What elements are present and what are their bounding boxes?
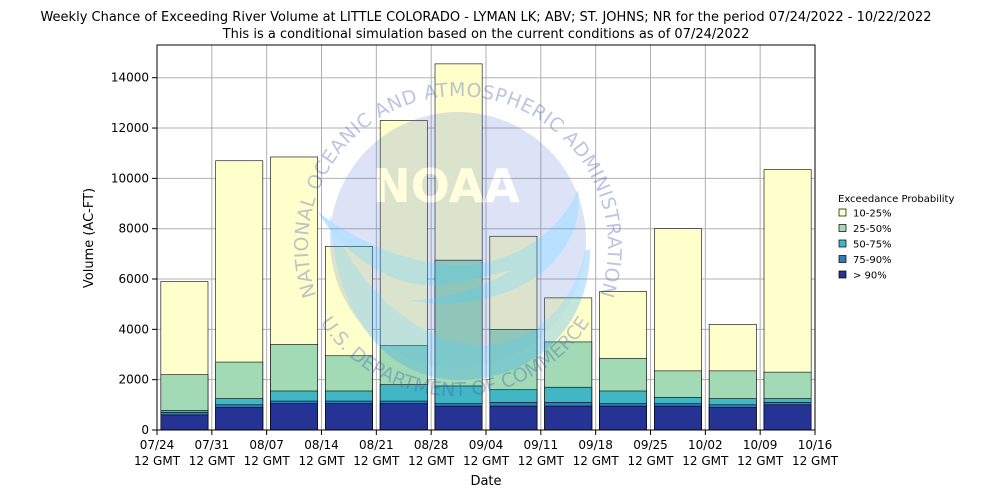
x-tick-label-date: 10/16 <box>798 438 833 452</box>
x-tick-label-date: 10/09 <box>743 438 778 452</box>
x-tick-label-date: 09/25 <box>633 438 668 452</box>
legend-label: 50-75% <box>853 240 892 251</box>
bar-90 <box>270 403 318 431</box>
x-tick-label-date: 08/21 <box>359 438 394 452</box>
x-tick-label-date: 08/28 <box>414 438 449 452</box>
legend-label: 75-90% <box>853 255 892 266</box>
legend-swatch <box>838 239 847 248</box>
x-tick-label-date: 09/11 <box>524 438 559 452</box>
bar-90 <box>379 403 428 431</box>
x-tick-label-time: 12 GMT <box>792 454 839 468</box>
bar-90 <box>489 405 538 431</box>
legend-label: 10-25% <box>853 209 892 220</box>
legend-label: > 90% <box>853 271 887 282</box>
x-tick-label-date: 09/04 <box>469 438 504 452</box>
bar-90 <box>215 407 264 431</box>
y-tick-label: 14000 <box>111 71 149 85</box>
x-tick-label-time: 12 GMT <box>408 454 455 468</box>
noaa-center-text: NOAA <box>372 159 520 213</box>
legend-swatch <box>838 224 847 232</box>
chart-subtitle: This is a conditional simulation based o… <box>222 27 750 42</box>
y-tick-label: 12000 <box>111 121 149 135</box>
x-tick-label-time: 12 GMT <box>573 454 620 468</box>
x-axis-label: Date <box>470 474 501 489</box>
bar-90 <box>325 403 373 431</box>
x-tick-label-date: 07/24 <box>140 438 175 452</box>
x-tick-label-time: 12 GMT <box>353 454 400 468</box>
bar-90 <box>763 404 812 431</box>
x-tick-label-date: 08/14 <box>304 438 339 452</box>
x-tick-label-date: 10/02 <box>688 438 723 452</box>
axes: 0 2000 4000 6000 8000 10000 12000 14000 07/24 12 … <box>111 71 839 468</box>
y-tick-label: 0 <box>141 423 149 437</box>
legend-swatch <box>838 208 847 217</box>
bar-90 <box>544 405 593 431</box>
x-tick-label-time: 12 GMT <box>189 454 236 468</box>
x-tick-label-time: 12 GMT <box>298 454 345 468</box>
bar-90 <box>599 405 647 431</box>
bar-90 <box>434 405 483 431</box>
bar-90 <box>654 405 702 431</box>
x-tick-label-date: 07/31 <box>195 438 230 452</box>
legend-title: Exceedance Probability <box>838 194 954 205</box>
y-tick-label: 8000 <box>118 222 149 236</box>
x-tick-label-time: 12 GMT <box>134 454 181 468</box>
noaa-wave-icon <box>330 215 590 380</box>
x-tick-label-time: 12 GMT <box>518 454 565 468</box>
y-axis-label: Volume (AC-FT) <box>82 188 97 288</box>
legend-label: 25-50% <box>853 224 892 235</box>
y-tick-label: 6000 <box>118 272 149 286</box>
x-tick-label-date: 09/18 <box>578 438 613 452</box>
bar-90 <box>160 414 209 431</box>
x-tick-label-time: 12 GMT <box>682 454 729 468</box>
bars <box>160 63 812 431</box>
chart-title: Weekly Chance of Exceeding River Volume … <box>40 10 931 25</box>
x-tick-label-date: 08/07 <box>249 438 284 452</box>
y-tick-label: 10000 <box>111 171 149 185</box>
y-tick-label: 4000 <box>118 322 149 336</box>
legend-swatch <box>838 270 847 279</box>
noaa-bird-icon <box>318 190 579 304</box>
legend: Exceedance Probability 10-25% 25-50% 50-75… <box>838 194 954 282</box>
legend-swatch <box>838 255 847 263</box>
noaa-seal-circle <box>330 112 586 368</box>
x-tick-label-time: 12 GMT <box>737 454 784 468</box>
x-tick-label-time: 12 GMT <box>463 454 510 468</box>
bar-90 <box>708 407 757 431</box>
x-tick-label-time: 12 GMT <box>244 454 291 468</box>
y-tick-label: 2000 <box>118 373 149 387</box>
x-tick-label-time: 12 GMT <box>627 454 674 468</box>
